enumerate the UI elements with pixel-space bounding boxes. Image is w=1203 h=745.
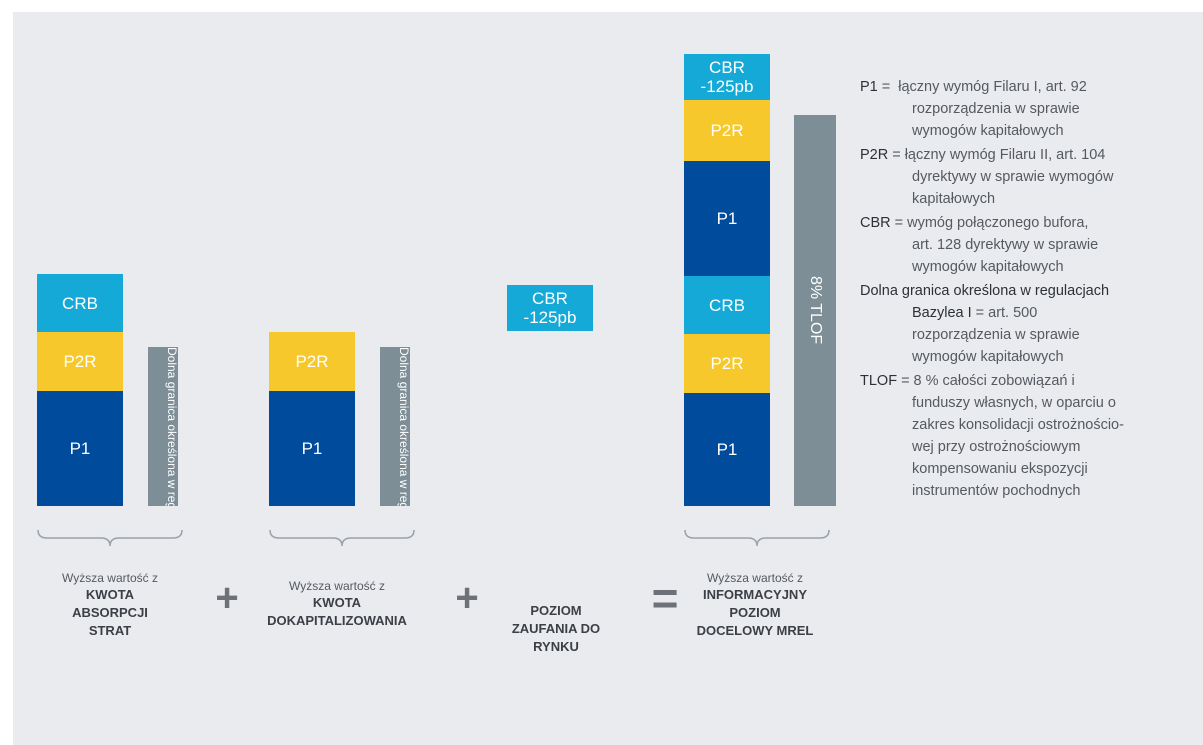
legend-key-p1: P1 [860, 79, 878, 95]
col4-crb-block: CRB [684, 276, 770, 334]
col4-p1-top-block: P1 [684, 161, 770, 276]
equals-operator: = [651, 572, 679, 624]
col1-basel-bar: Dolna granica określona w regulacjach Ba… [148, 347, 178, 506]
legend-key-cbr: CBR [860, 215, 891, 231]
col3-cbr-line2: -125pb [523, 308, 577, 327]
col1-caption-top: Wyższa wartość z [62, 571, 158, 585]
legend-key-tlof: TLOF [860, 373, 898, 389]
col2-basel-bar: Dolna granica określona w regulacjach Ba… [380, 347, 410, 506]
col4-cbr-block: CBR -125pb [684, 54, 770, 100]
legend-tlof-line-6: instrumentów pochodnych [912, 483, 1081, 499]
col4-cbr-line2: -125pb [700, 77, 754, 96]
col1-crb-block: CRB [37, 274, 123, 332]
legend-tlof-line-2: funduszy własnych, w oparciu o [912, 395, 1116, 411]
legend-basel-line-1: art. 500 [988, 305, 1038, 321]
col4-crb-label: CRB [709, 295, 745, 315]
legend-key-p2r: P2R [860, 147, 889, 163]
legend-p2r-line-1: łączny wymóg Filaru II, art. 104 [904, 147, 1106, 163]
legend-eq: = [975, 305, 985, 321]
col2-caption-title-1: KWOTA [312, 595, 362, 610]
legend-key-basel-line-1: Dolna granica określona w regulacjach [860, 283, 1110, 299]
col2-p1-block: P1 [269, 391, 355, 506]
col1-caption-title-2: ABSORPCJI [72, 605, 148, 620]
col3-caption: POZIOM ZAUFANIA DO RYNKU [491, 602, 621, 656]
legend-p1-line-2: rozporządzenia w sprawie [912, 101, 1080, 117]
col3-cbr-block: CBR -125pb [507, 285, 593, 331]
col2-brace [269, 529, 415, 547]
col2-basel-label: Dolna granica określona w regulacjach Ba… [397, 347, 410, 506]
col3-caption-title-2: ZAUFANIA DO [511, 621, 601, 636]
col4-tlof-label: 8% TLOF [807, 276, 824, 345]
legend-cbr-line-2: art. 128 dyrektywy w sprawie [912, 237, 1099, 253]
col2-p1-label: P1 [301, 439, 323, 458]
col1-caption: Wyższa wartość z KWOTA ABSORPCJI STRAT [33, 570, 187, 640]
legend-item-basel: Dolna granica określona w regulacjach Ba… [860, 280, 1160, 368]
col1-crb-label: CRB [62, 293, 98, 313]
legend-p2r-line-2: dyrektywy w sprawie wymogów [912, 169, 1114, 185]
col3-cbr-line1: CBR [532, 289, 568, 308]
legend-eq: = [901, 373, 910, 389]
col4-p1-top-label: P1 [716, 209, 738, 228]
col1-caption-title-1: KWOTA [85, 587, 135, 602]
legend-item-tlof: TLOF = 8 % całości zobowiązań i funduszy w… [860, 370, 1160, 502]
legend-item-p1: P1 = łączny wymóg Filaru I, art. 92 rozpo… [860, 76, 1160, 142]
col3-caption-title-1: POZIOM [530, 603, 582, 618]
legend-p1-line-1: łączny wymóg Filaru I, art. 92 [898, 79, 1087, 95]
col4-brace [684, 529, 830, 547]
legend-cbr-line-1: wymóg połączonego bufora, [907, 215, 1089, 231]
plus-operator-1: + [215, 576, 239, 620]
col4-caption-title-1: INFORMACYJNY [702, 587, 807, 602]
col1-p2r-label: P2R [63, 352, 97, 371]
legend-eq: = [892, 147, 901, 163]
col1-basel-label: Dolna granica określona w regulacjach Ba… [165, 347, 178, 506]
col1-caption-title-3: STRAT [88, 623, 132, 638]
col4-p2r-top-label: P2R [710, 121, 744, 140]
col4-p2r-bottom-block: P2R [684, 334, 770, 393]
col1-brace [37, 529, 183, 547]
legend-tlof-line-5: kompensowaniu ekspozycji [912, 461, 1088, 477]
col2-p2r-label: P2R [295, 352, 329, 371]
col4-caption-top: Wyższa wartość z [707, 571, 803, 585]
col1-p1-label: P1 [69, 439, 91, 458]
legend-cbr-line-3: wymogów kapitałowych [912, 259, 1064, 275]
legend-tlof-line-4: wej przy ostrożnościowym [912, 439, 1081, 455]
col2-caption-title-2: DOKAPITALIZOWANIA [267, 613, 407, 628]
legend-key-basel-line-2: Bazylea I [912, 305, 972, 321]
plus-operator-2: + [455, 576, 479, 620]
col4-p2r-top-block: P2R [684, 100, 770, 161]
legend-item-cbr: CBR = wymóg połączonego bufora, art. 128 d… [860, 212, 1160, 278]
col3-caption-title-3: RYNKU [533, 639, 579, 654]
col4-p1-bottom-block: P1 [684, 393, 770, 506]
legend-eq: = [881, 79, 891, 95]
col2-caption: Wyższa wartość z KWOTA DOKAPITALIZOWANIA [245, 578, 429, 630]
legend-tlof-line-3: zakres konsolidacji ostrożnościo- [912, 417, 1124, 433]
col4-cbr-line1: CBR [709, 58, 745, 77]
col4-caption-title-3: DOCELOWY MREL [696, 623, 814, 638]
legend: P1 = łączny wymóg Filaru I, art. 92 rozpo… [860, 76, 1160, 504]
col4-p1-bottom-label: P1 [716, 440, 738, 459]
col2-p2r-block: P2R [269, 332, 355, 391]
legend-basel-line-3: wymogów kapitałowych [912, 349, 1064, 365]
legend-basel-line-2: rozporządzenia w sprawie [912, 327, 1080, 343]
legend-p2r-line-3: kapitałowych [912, 191, 996, 207]
legend-eq: = [894, 215, 904, 231]
col1-p2r-block: P2R [37, 332, 123, 391]
col1-p1-block: P1 [37, 391, 123, 506]
col4-caption: Wyższa wartość z INFORMACYJNY POZIOM DOC… [673, 570, 837, 640]
legend-item-p2r: P2R = łączny wymóg Filaru II, art. 104 dyr… [860, 144, 1160, 210]
legend-tlof-line-1: 8 % całości zobowiązań i [913, 373, 1075, 389]
col4-caption-title-2: POZIOM [729, 605, 781, 620]
legend-p1-line-3: wymogów kapitałowych [912, 123, 1064, 139]
col4-p2r-bottom-label: P2R [710, 354, 744, 373]
col2-caption-top: Wyższa wartość z [289, 579, 385, 593]
diagram-panel: CRB P2R P1 Dolna granica określona w reg… [13, 12, 1203, 745]
col4-tlof-bar: 8% TLOF [794, 115, 836, 506]
